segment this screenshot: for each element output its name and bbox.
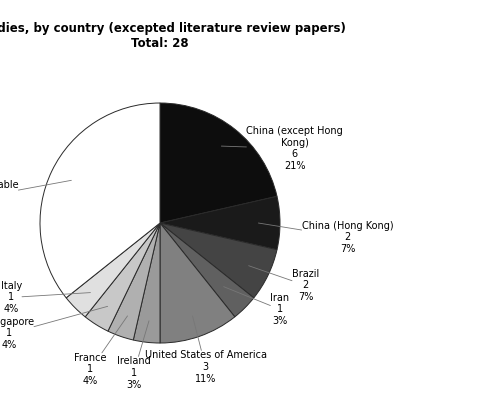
Text: Iran
1
3%: Iran 1 3% <box>224 287 290 326</box>
Wedge shape <box>160 223 277 298</box>
Text: Brazil
2
7%: Brazil 2 7% <box>248 266 320 302</box>
Wedge shape <box>160 196 280 250</box>
Wedge shape <box>40 103 160 298</box>
Text: United States of America
3
11%: United States of America 3 11% <box>144 316 266 384</box>
Wedge shape <box>108 223 160 340</box>
Wedge shape <box>160 223 254 317</box>
Wedge shape <box>66 223 160 317</box>
Text: Singapore
1
4%: Singapore 1 4% <box>0 306 108 350</box>
Text: Ireland
1
3%: Ireland 1 3% <box>116 321 150 389</box>
Wedge shape <box>160 223 235 343</box>
Wedge shape <box>85 223 160 331</box>
Title: Studies, by country (excepted literature review papers)
Total: 28: Studies, by country (excepted literature… <box>0 22 346 50</box>
Text: China (except Hong
Kong)
6
21%: China (except Hong Kong) 6 21% <box>222 126 343 171</box>
Wedge shape <box>134 223 160 343</box>
Text: France
1
4%: France 1 4% <box>74 316 128 386</box>
Text: China (Hong Kong)
2
7%: China (Hong Kong) 2 7% <box>258 221 393 254</box>
Text: Not applicable
10
36%: Not applicable 10 36% <box>0 180 72 213</box>
Wedge shape <box>160 103 277 223</box>
Text: Italy
1
4%: Italy 1 4% <box>1 281 90 314</box>
